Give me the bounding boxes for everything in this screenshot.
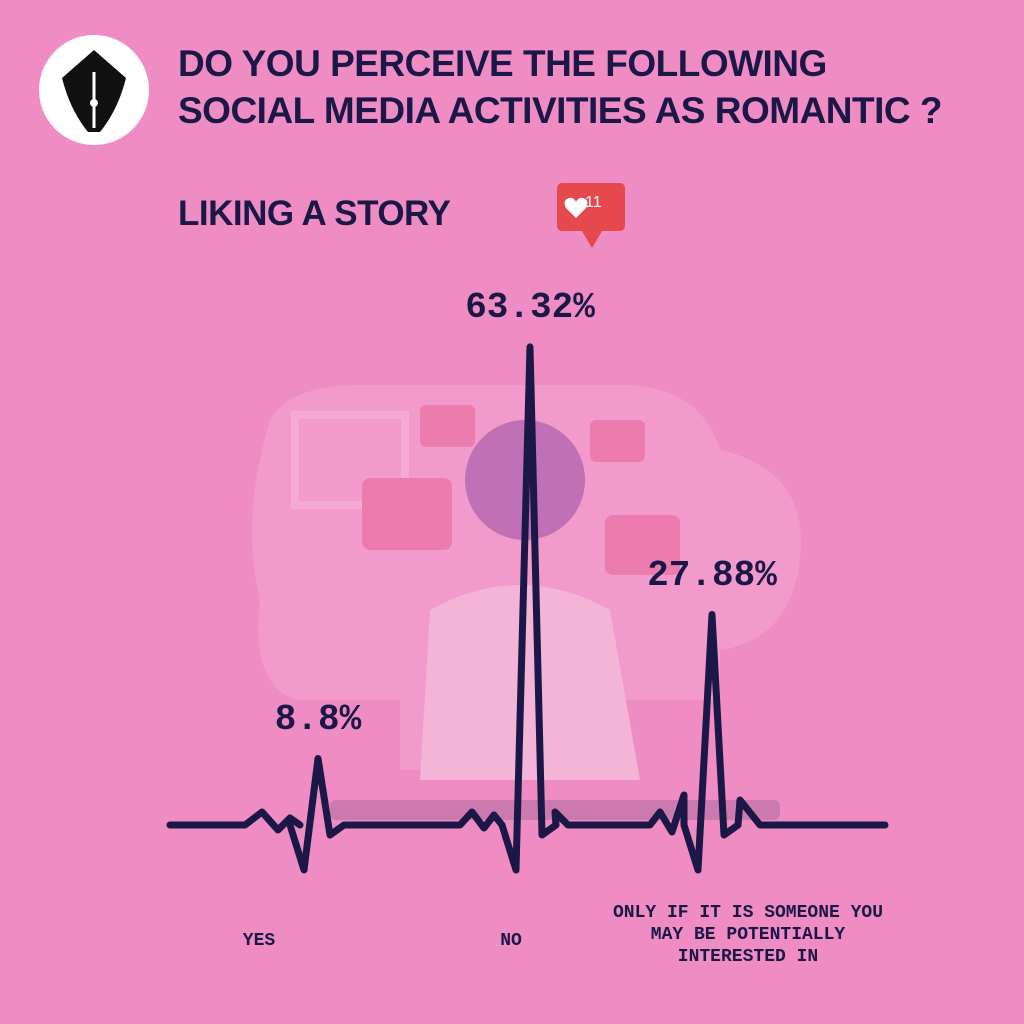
data-label: 8.8% (274, 698, 362, 740)
heartbeat-baseline (166, 791, 889, 836)
notification-count: 11 (585, 194, 602, 211)
category-label: YES (242, 931, 276, 951)
data-label: 27.88% (647, 554, 777, 596)
chart-subtitle: LIKING A STORY (178, 194, 451, 233)
category-label: ONLY IF IT IS SOMEONE YOU MAY BE POTENTI… (612, 903, 884, 967)
illustration (252, 385, 801, 820)
category-label: NO (500, 931, 522, 951)
spike (286, 755, 348, 874)
data-label: 63.32% (465, 286, 595, 328)
notification-badge (557, 183, 625, 248)
chart-title: DO YOU PERCEIVE THE FOLLOWING SOCIAL MED… (178, 43, 943, 131)
spike (498, 343, 560, 874)
logo (39, 35, 149, 145)
spike (680, 611, 742, 874)
